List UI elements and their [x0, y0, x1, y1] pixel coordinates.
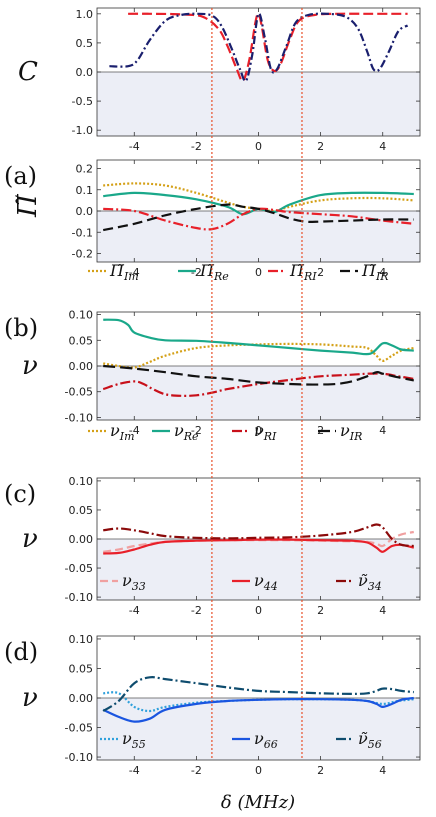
y-tick-label: -1.0	[72, 124, 93, 137]
series-line-b-1	[102, 342, 415, 369]
panel-label: (a)	[4, 162, 37, 190]
y-tick-label: 0.10	[69, 309, 94, 322]
x-tick-label: 2	[317, 604, 324, 617]
x-tick-label: -2	[191, 424, 202, 437]
y-tick-label: -0.10	[65, 591, 93, 604]
x-tick-label: 2	[317, 266, 324, 279]
x-tick-label: -4	[129, 424, 140, 437]
series-line-c-2	[103, 538, 415, 555]
series-line-C-1	[128, 12, 408, 82]
x-tick-label: -2	[191, 140, 202, 153]
series-line-a-1	[103, 182, 414, 213]
legend-entry: νIm	[110, 421, 135, 443]
series-line-b-4	[103, 364, 415, 386]
y-tick-label: -0.10	[65, 411, 93, 424]
y-tick-label: -0.2	[72, 248, 93, 261]
y-axis-label: ν	[22, 524, 38, 554]
series-line-b-2	[103, 318, 414, 356]
y-tick-label: -0.05	[65, 386, 93, 399]
panel-C: 1.0 0.5 0.0 -0.5 -1.0 -4 -2 0 2 4 C	[18, 7, 421, 153]
series-line-a-3	[103, 207, 414, 231]
legend-entry: ν55	[122, 729, 146, 751]
y-tick-label: -0.10	[65, 751, 93, 764]
series-line-C-2	[109, 12, 409, 83]
y-tick-label: -0.05	[65, 722, 93, 735]
legend-entry: ν̃56	[358, 729, 382, 751]
y-tick-label: 0.10	[69, 475, 94, 488]
x-tick-label: -4	[129, 604, 140, 617]
panel-d: 0.10 0.05 0.00 -0.05 -0.10 -4 -2 0 2 4 (d) ν ν55 ν66 ν…	[4, 633, 421, 777]
x-tick-label: -2	[191, 604, 202, 617]
x-tick-label: 4	[379, 140, 386, 153]
panels: 1.0 0.5 0.0 -0.5 -1.0 -4 -2 0 2 4 C 0.2 0.1 0.0 -0.1 -0…	[4, 7, 421, 777]
y-tick-label: 0.05	[69, 334, 94, 347]
legend-entry: νIR	[340, 421, 362, 443]
x-tick-label: -4	[129, 140, 140, 153]
x-tick-label: -2	[191, 266, 202, 279]
negative-region-shade	[97, 698, 420, 760]
panel-a: 0.2 0.1 0.0 -0.1 -0.2 -4 -2 0 2 4 (a) Π̃ Π̃Im Π̃Re Π̃R…	[4, 159, 421, 283]
series-line-d-1	[103, 691, 414, 713]
legend-entry: νRe	[174, 421, 199, 443]
x-tick-label: -2	[191, 764, 202, 777]
legend-entry: Π̃Re	[199, 261, 229, 283]
legend-entry: νRI	[254, 421, 277, 443]
y-axis-label: ν	[22, 683, 38, 713]
x-tick-label: 0	[255, 604, 262, 617]
x-tick-label: 4	[379, 604, 386, 617]
y-axis-label: Π̃	[13, 193, 43, 218]
y-tick-label: 1.0	[76, 8, 94, 21]
series-line-b-3	[102, 372, 415, 397]
negative-region-shade	[97, 366, 420, 420]
y-tick-label: 0.0	[76, 205, 94, 218]
y-axis-label: ν	[22, 351, 38, 381]
legend-entry: Π̃Im	[109, 261, 139, 283]
y-tick-label: 0.00	[69, 533, 94, 546]
series-line-d-3	[102, 676, 414, 712]
y-tick-label: -0.5	[72, 95, 93, 108]
y-tick-label: 0.05	[69, 662, 94, 675]
x-tick-label: 4	[379, 266, 386, 279]
y-tick-label: 0.1	[76, 184, 94, 197]
y-tick-label: -0.1	[72, 226, 93, 239]
legend-entry: ν66	[254, 729, 278, 751]
x-tick-label: 0	[255, 266, 262, 279]
legend-entry: ν33	[122, 571, 146, 593]
panel-label: (b)	[4, 314, 38, 342]
vertical-markers	[211, 8, 303, 760]
x-tick-label: 4	[379, 424, 386, 437]
panel-c: 0.10 0.05 0.00 -0.05 -0.10 -4 -2 0 2 4 (c) ν ν33 ν44 ν…	[4, 475, 421, 617]
x-tick-label: 0	[255, 764, 262, 777]
y-tick-label: 0.5	[76, 37, 94, 50]
y-tick-label: 0.0	[76, 66, 94, 79]
legend-entry: Π̃RI	[289, 261, 317, 283]
y-tick-label: 0.00	[69, 360, 94, 373]
x-tick-label: -4	[129, 266, 140, 279]
x-tick-label: 2	[317, 764, 324, 777]
y-tick-label: 0.00	[69, 692, 94, 705]
panel-b: 0.100.050.00-0.05-0.10-4-2024(b)ννImνReν…	[4, 309, 421, 443]
x-tick-label: 2	[317, 140, 324, 153]
y-tick-label: 0.2	[76, 163, 94, 176]
x-tick-label: 0	[255, 140, 262, 153]
legend-entry: ν44	[254, 571, 278, 593]
y-tick-label: 0.10	[69, 633, 94, 646]
y-axis-label: C	[18, 57, 38, 87]
x-tick-label: 0	[255, 424, 262, 437]
y-tick-label: 0.05	[69, 504, 94, 517]
x-tick-label: 4	[379, 764, 386, 777]
series-line-c-3	[103, 523, 414, 548]
x-axis-label: δ (MHz)	[221, 792, 295, 813]
y-tick-label: -0.05	[65, 562, 93, 575]
negative-region-shade	[97, 539, 420, 600]
legend-entry: Π̃IR	[361, 261, 389, 283]
x-tick-label: -4	[129, 764, 140, 777]
panel-label: (d)	[4, 638, 38, 666]
negative-region-shade	[97, 72, 420, 136]
legend-entry: ν̃34	[358, 571, 382, 593]
series-line-a-4	[102, 203, 414, 232]
panel-label: (c)	[4, 480, 36, 508]
series-line-d-2	[102, 696, 414, 723]
